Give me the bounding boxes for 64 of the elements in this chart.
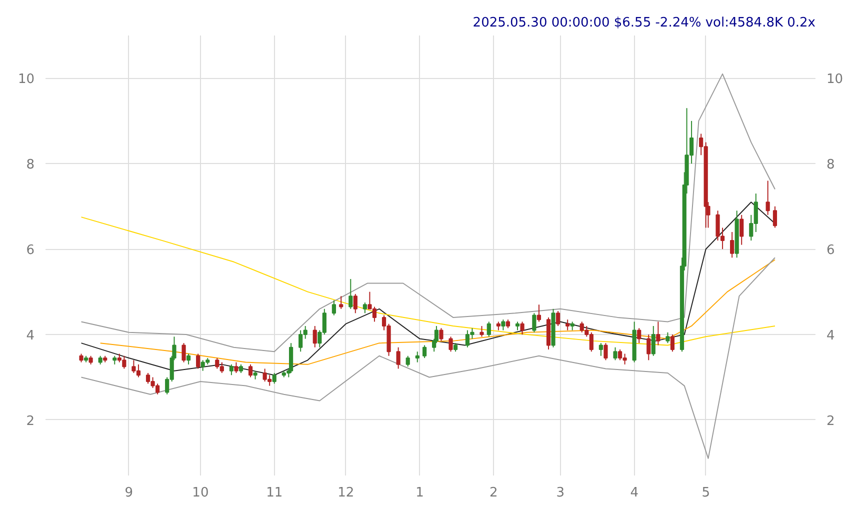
candlestick: [520, 321, 524, 336]
line-series: [80, 257, 776, 459]
y2-tick-label: 10: [826, 72, 844, 88]
candlestick: [740, 214, 744, 246]
candlestick: [182, 342, 186, 363]
candlestick: [646, 334, 651, 361]
candlestick: [598, 342, 603, 356]
candlestick: [501, 319, 506, 331]
x-tick-label: 5: [702, 486, 710, 500]
line-series: [100, 259, 776, 365]
candlestick: [448, 336, 453, 352]
candlestick: [651, 325, 656, 356]
candlestick: [415, 351, 420, 363]
y-tick-label: 10: [18, 72, 35, 88]
candlestick: [480, 325, 484, 338]
candlestick: [566, 319, 570, 331]
candlestick: [272, 372, 276, 384]
y2-tick-label: 6: [826, 243, 835, 258]
chart-title: 2025.05.30 00:00:00 $6.55 -2.24% vol:4584.8K 0.2x: [472, 16, 816, 30]
candlestick: [486, 321, 491, 338]
candlestick: [348, 278, 353, 310]
candlestick: [288, 342, 294, 374]
y-tick-label: 6: [26, 243, 35, 258]
candlestick: [439, 328, 444, 342]
candlestick: [613, 346, 618, 361]
candlestick: [196, 353, 200, 370]
y-tick-label: 2: [26, 414, 35, 429]
x-tick-label: 11: [266, 486, 283, 500]
candlestick: [730, 232, 734, 258]
y-tick-label: 4: [26, 328, 35, 344]
candlestick: [229, 364, 234, 376]
candlestick: [656, 321, 660, 346]
y2-tick-label: 2: [826, 414, 835, 429]
candlestick: [532, 312, 536, 333]
candlestick: [766, 180, 770, 216]
candlestick: [362, 302, 367, 314]
candlestick: [556, 310, 560, 326]
x-tick-label: 4: [630, 486, 638, 500]
candlestick: [536, 304, 542, 322]
y2-tick-label: 4: [826, 328, 835, 344]
line-series: [80, 73, 776, 352]
candlestick: [248, 364, 253, 378]
candlestick: [772, 206, 778, 228]
y-tick-label: 8: [26, 158, 35, 173]
candlestick: [422, 344, 427, 359]
candlestick: [396, 346, 400, 370]
candlestick: [186, 353, 191, 365]
x-tick-label: 10: [192, 486, 209, 500]
x-tick-label: 2: [490, 486, 498, 500]
candlestick: [332, 300, 336, 316]
candlestick: [670, 334, 675, 352]
candlestick: [604, 342, 608, 361]
candlestick: [666, 332, 670, 344]
x-tick-label: 9: [124, 486, 134, 500]
y2-tick-label: 8: [826, 158, 835, 173]
candlestick: [353, 293, 358, 314]
candlestick: [234, 362, 238, 374]
candlestick: [339, 296, 344, 310]
x-tick-label: 3: [556, 486, 565, 500]
x-tick-label: 12: [338, 486, 354, 500]
candlestick: [637, 328, 642, 344]
x-tick-label: 1: [416, 486, 424, 500]
candlestick: [406, 355, 410, 368]
candlestick: [312, 325, 317, 348]
